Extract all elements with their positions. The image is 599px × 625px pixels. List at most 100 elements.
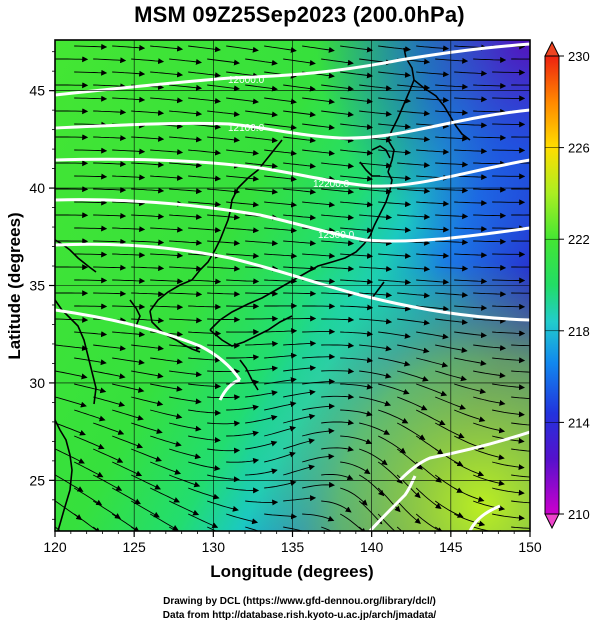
streamline-arrow bbox=[473, 108, 507, 115]
streamline-arrow bbox=[150, 45, 184, 52]
streamline-arrow bbox=[397, 292, 431, 299]
y-axis-ticks: 25 30 35 40 45 bbox=[29, 51, 55, 520]
streamline-arrow bbox=[93, 83, 127, 90]
streamline-arrow bbox=[74, 409, 106, 422]
streamline-arrow bbox=[245, 58, 278, 66]
contour-label-12300: 12300.0 bbox=[318, 230, 355, 241]
streamline-arrow bbox=[149, 487, 181, 503]
streamline-arrow bbox=[207, 500, 239, 512]
streamline-arrow bbox=[74, 43, 108, 50]
streamline-arrow bbox=[416, 226, 450, 233]
streamline-arrow bbox=[416, 383, 448, 397]
streamline-arrow bbox=[473, 186, 507, 193]
streamline-arrow bbox=[397, 318, 430, 326]
streamline-arrow bbox=[473, 526, 506, 531]
streamline-arrow bbox=[283, 265, 317, 272]
streamline-arrow bbox=[302, 149, 335, 157]
streamline-arrow bbox=[207, 136, 240, 143]
contour-labels: 12000.0 12100.0 12200.0 12300.0 bbox=[228, 75, 355, 241]
streamline-arrow bbox=[169, 213, 203, 220]
streamline-arrow bbox=[169, 317, 203, 324]
streamline-arrow bbox=[150, 71, 184, 78]
streamline-arrow bbox=[340, 252, 374, 259]
streamline-arrow bbox=[93, 109, 127, 116]
contour-label-12100: 12100.0 bbox=[228, 123, 265, 134]
streamline-arrow bbox=[283, 438, 315, 450]
streamline-arrow bbox=[150, 304, 184, 311]
streamline-arrow bbox=[378, 201, 412, 208]
streamline-arrow bbox=[302, 378, 336, 385]
streamline-arrow bbox=[188, 513, 219, 529]
streamline-arrow bbox=[397, 344, 430, 354]
streamline-arrow bbox=[378, 71, 411, 78]
streamline-arrow bbox=[302, 97, 335, 105]
streamline-arrow bbox=[473, 264, 507, 271]
streamline-arrow bbox=[359, 265, 393, 272]
streamline-arrow bbox=[169, 188, 203, 195]
streamline-arrow bbox=[93, 290, 127, 297]
x-tick-label-135: 135 bbox=[281, 539, 305, 555]
streamline-arrow bbox=[339, 513, 367, 531]
streamline-arrow bbox=[264, 252, 298, 259]
streamline-arrow bbox=[112, 148, 146, 155]
streamline-arrow bbox=[112, 226, 146, 233]
streamline-arrow bbox=[454, 331, 487, 339]
streamline-arrow bbox=[359, 318, 393, 325]
streamline-arrow bbox=[340, 487, 368, 506]
streamline-arrow bbox=[226, 227, 260, 234]
streamline-arrow bbox=[454, 357, 487, 367]
streamline-arrow bbox=[226, 513, 259, 525]
streamline-arrow bbox=[511, 344, 530, 347]
streamline-arrow bbox=[130, 500, 160, 518]
streamline-arrow bbox=[340, 304, 374, 311]
streamline-arrow bbox=[283, 84, 316, 92]
streamline-arrow bbox=[435, 109, 469, 116]
streamline-arrow bbox=[415, 487, 442, 509]
streamline-arrow bbox=[55, 370, 88, 380]
streamline-arrow bbox=[188, 175, 222, 182]
streamline-arrow bbox=[74, 95, 108, 102]
colorbar-tick-label-222: 222 bbox=[568, 232, 590, 247]
streamline-arrow bbox=[321, 316, 355, 323]
streamline-arrow bbox=[150, 174, 184, 181]
streamline-arrow bbox=[264, 425, 297, 437]
streamline-arrow bbox=[226, 71, 259, 79]
streamline-arrow bbox=[207, 447, 241, 454]
streamline-arrow bbox=[511, 396, 530, 400]
streamline-arrow bbox=[454, 199, 488, 206]
streamline-arrow bbox=[283, 58, 316, 66]
streamline-arrow bbox=[226, 354, 260, 361]
streamline-arrow bbox=[112, 277, 146, 284]
streamline-arrow bbox=[302, 453, 335, 463]
streamline-arrow bbox=[396, 500, 421, 524]
streamline-arrow bbox=[321, 188, 355, 195]
streamline-arrow bbox=[264, 227, 298, 234]
streamline-arrow bbox=[264, 401, 297, 411]
streamline-arrow bbox=[397, 162, 431, 169]
streamline-arrow bbox=[74, 331, 108, 338]
streamline-arrow bbox=[93, 370, 126, 380]
streamline-arrow bbox=[245, 136, 278, 144]
streamline-arrow bbox=[188, 278, 222, 285]
streamline-arrow bbox=[340, 201, 374, 208]
streamline-arrow bbox=[511, 448, 530, 452]
streamline-arrow bbox=[359, 188, 393, 195]
streamline-arrow bbox=[283, 495, 317, 502]
streamline-arrow bbox=[112, 70, 146, 77]
streamline-arrow bbox=[283, 340, 317, 347]
streamline-arrow bbox=[112, 461, 143, 477]
streamline-arrow bbox=[112, 383, 145, 393]
streamline-arrow bbox=[226, 252, 260, 259]
streamline-arrow bbox=[93, 186, 127, 193]
streamline-arrow bbox=[473, 500, 506, 512]
colorbar-tick-label-210: 210 bbox=[568, 507, 590, 522]
credit-data: Data from http://database.rish.kyoto-u.a… bbox=[162, 610, 437, 621]
streamline-arrow bbox=[434, 448, 464, 467]
streamline-arrow bbox=[359, 422, 390, 435]
streamline-arrow bbox=[131, 474, 162, 490]
streamline-arrow bbox=[340, 149, 374, 156]
streamline-arrow bbox=[207, 265, 241, 272]
x-tick-label-130: 130 bbox=[202, 539, 226, 555]
x-axis-ticks: 120 125 130 135 140 145 150 bbox=[43, 531, 542, 555]
streamline-arrow bbox=[454, 122, 488, 129]
